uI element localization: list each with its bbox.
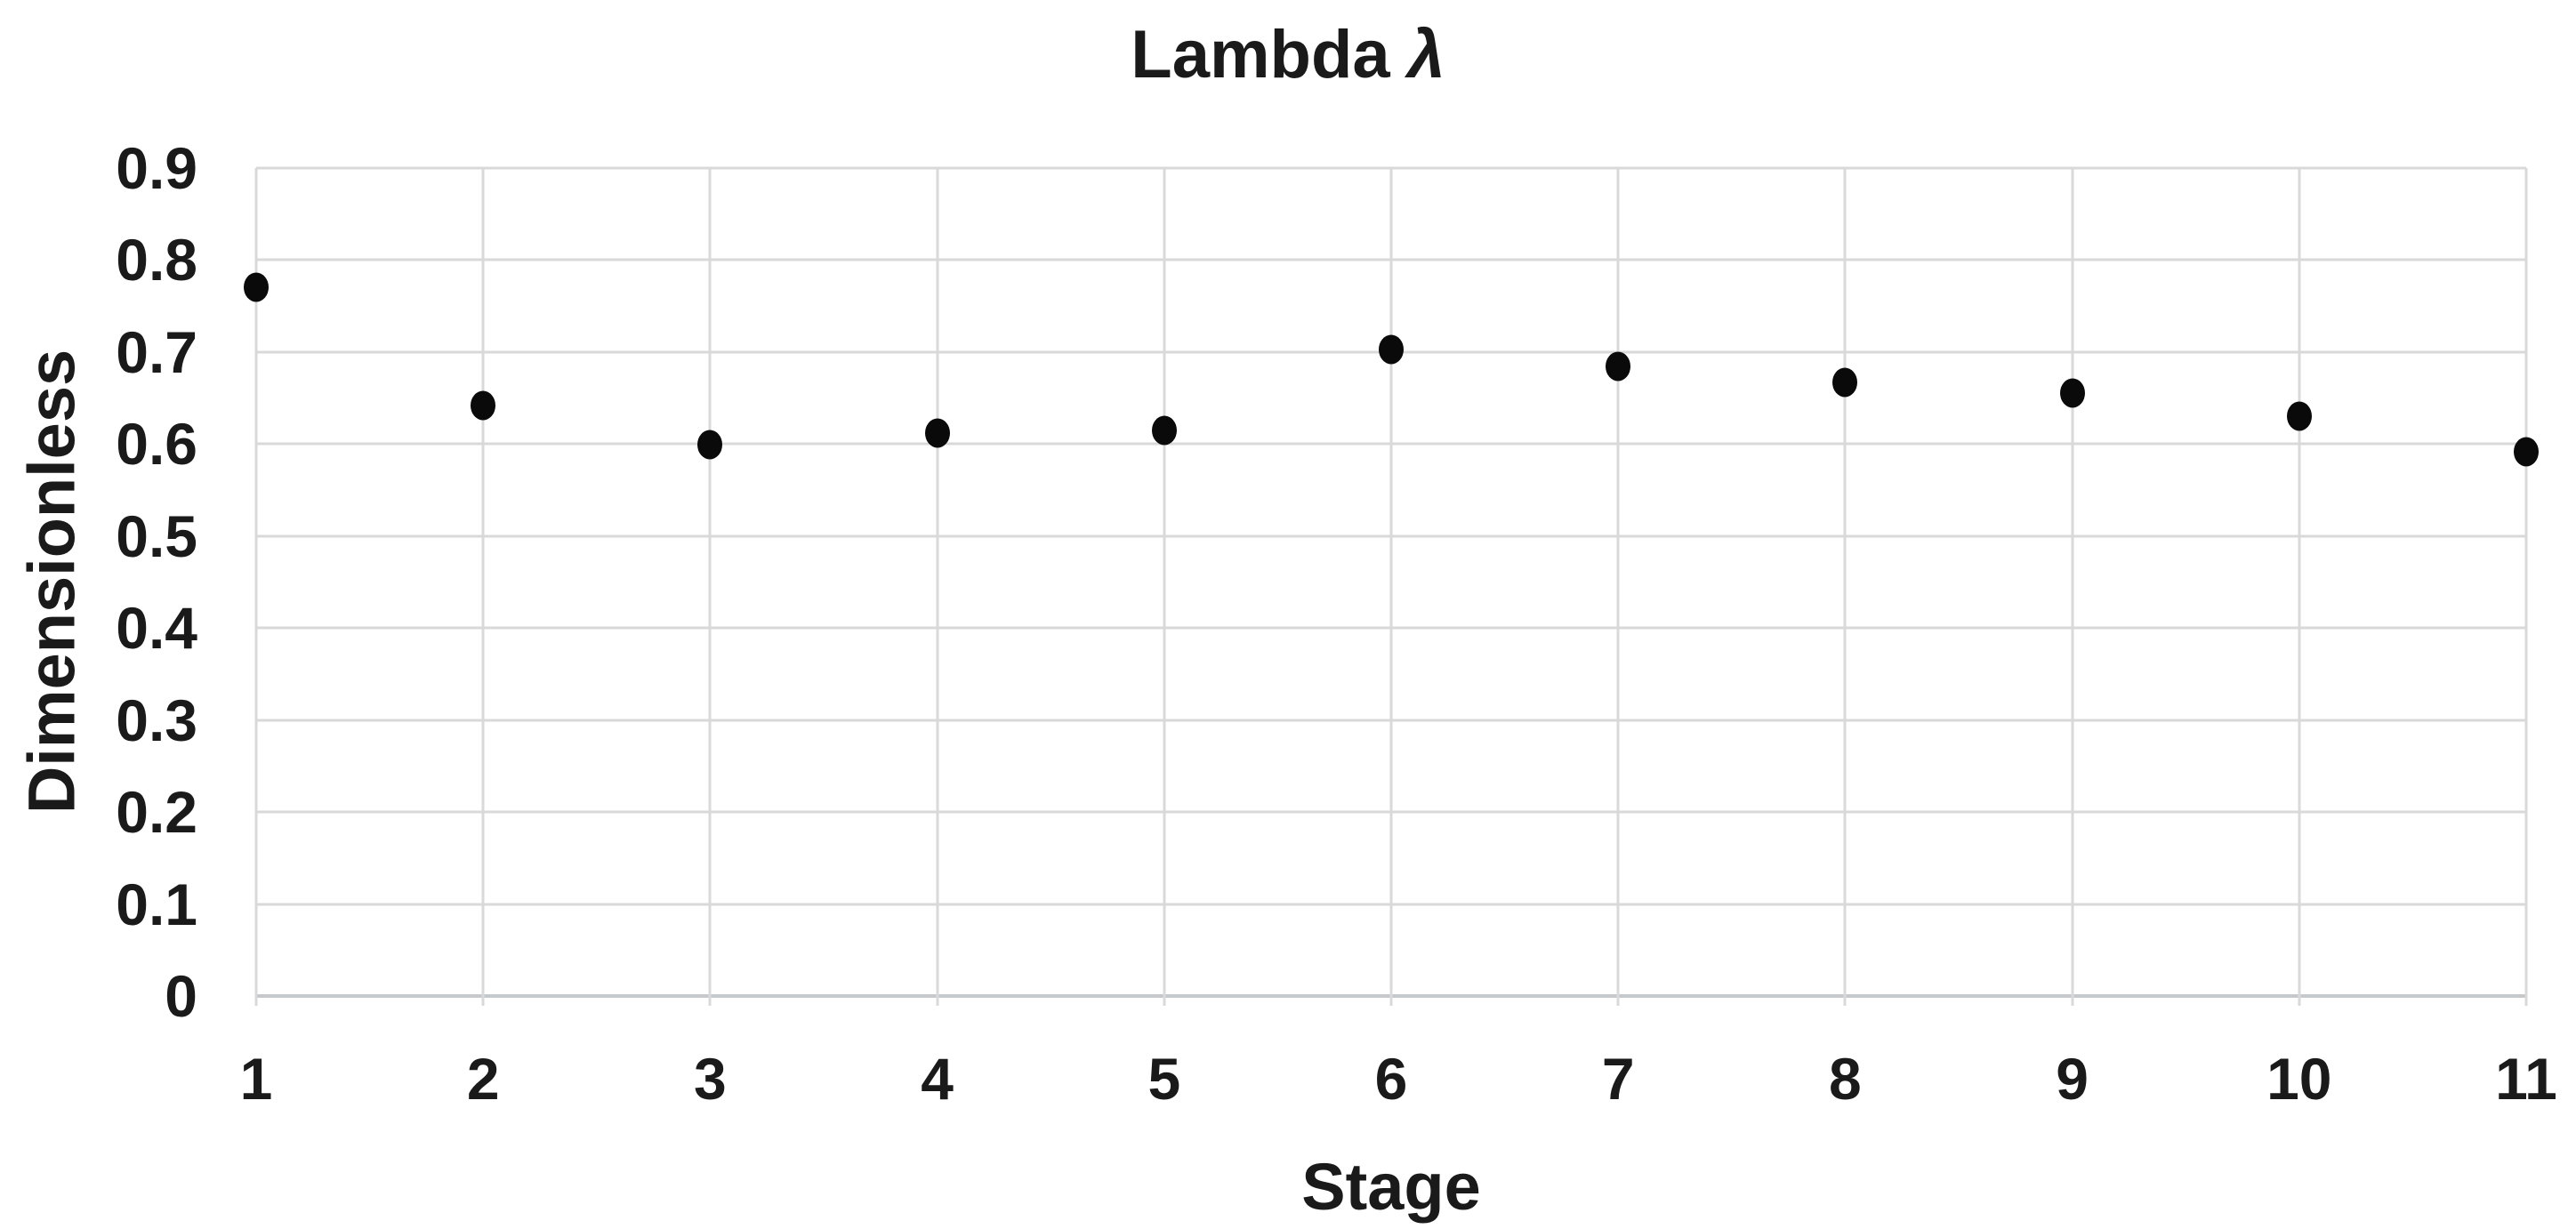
vertical-gridline (1389, 168, 1393, 1006)
data-point-stage-8 (1832, 367, 1858, 398)
plot-area (244, 166, 2539, 1006)
x-tick-label: 7 (1601, 1046, 1635, 1112)
x-tick-label: 9 (2056, 1046, 2089, 1112)
x-tick-label: 1 (239, 1046, 273, 1112)
vertical-gridline (2298, 168, 2301, 1006)
x-axis-tick-labels: 1 2 3 4 5 6 7 8 9 10 11 (240, 1046, 2557, 1112)
vertical-gridline (1163, 168, 1166, 1006)
data-point-stage-4 (924, 418, 950, 448)
data-point-stage-3 (697, 430, 723, 460)
vertical-gridline (936, 168, 939, 1006)
vertical-gridline (2524, 168, 2528, 1006)
chart-title-lambda-symbol: λ (1407, 17, 1445, 92)
data-point-stage-9 (2059, 378, 2085, 408)
data-point-stage-6 (1379, 334, 1404, 365)
x-tick-label: 10 (2266, 1046, 2332, 1112)
y-tick-label: 0.5 (116, 502, 197, 569)
x-tick-label: 6 (1374, 1046, 1408, 1112)
x-tick-label: 5 (1147, 1046, 1181, 1112)
y-tick-label: 0.1 (116, 871, 197, 937)
y-axis-tick-labels: 0 0.1 0.2 0.3 0.4 0.5 0.6 0.7 0.8 0.9 (78, 139, 197, 1025)
y-tick-label: 0.3 (116, 687, 197, 753)
data-point-stage-5 (1151, 415, 1177, 446)
vertical-gridline (1843, 168, 1847, 1006)
x-tick-label: 8 (1829, 1046, 1862, 1112)
y-tick-label: 0 (165, 963, 197, 1029)
x-axis-title: Stage (1301, 1150, 1481, 1224)
vertical-gridline (1616, 168, 1620, 1006)
y-tick-label: 0.8 (116, 227, 197, 293)
data-point-stage-10 (2286, 401, 2312, 431)
vertical-gridline (708, 168, 712, 1006)
y-tick-label: 0.4 (116, 595, 197, 662)
x-tick-label: 3 (694, 1046, 727, 1112)
x-tick-label: 2 (466, 1046, 500, 1112)
y-tick-label: 0.2 (116, 779, 197, 846)
x-tick-label: 4 (921, 1046, 954, 1112)
vertical-gridline (254, 168, 258, 1006)
data-point-stage-1 (244, 272, 269, 302)
data-point-stage-7 (1606, 351, 1631, 382)
y-tick-label: 0.6 (116, 411, 197, 478)
chart-title: Lambda λ (0, 16, 2576, 94)
x-tick-label: 11 (2495, 1046, 2557, 1112)
vertical-gridline (2071, 168, 2074, 1006)
vertical-gridline (481, 168, 485, 1006)
chart-title-text: Lambda (1131, 17, 1390, 92)
data-point-stage-11 (2514, 437, 2539, 467)
data-point-stage-2 (471, 390, 496, 421)
y-tick-label: 0.9 (116, 135, 197, 201)
y-tick-label: 0.7 (116, 318, 197, 385)
